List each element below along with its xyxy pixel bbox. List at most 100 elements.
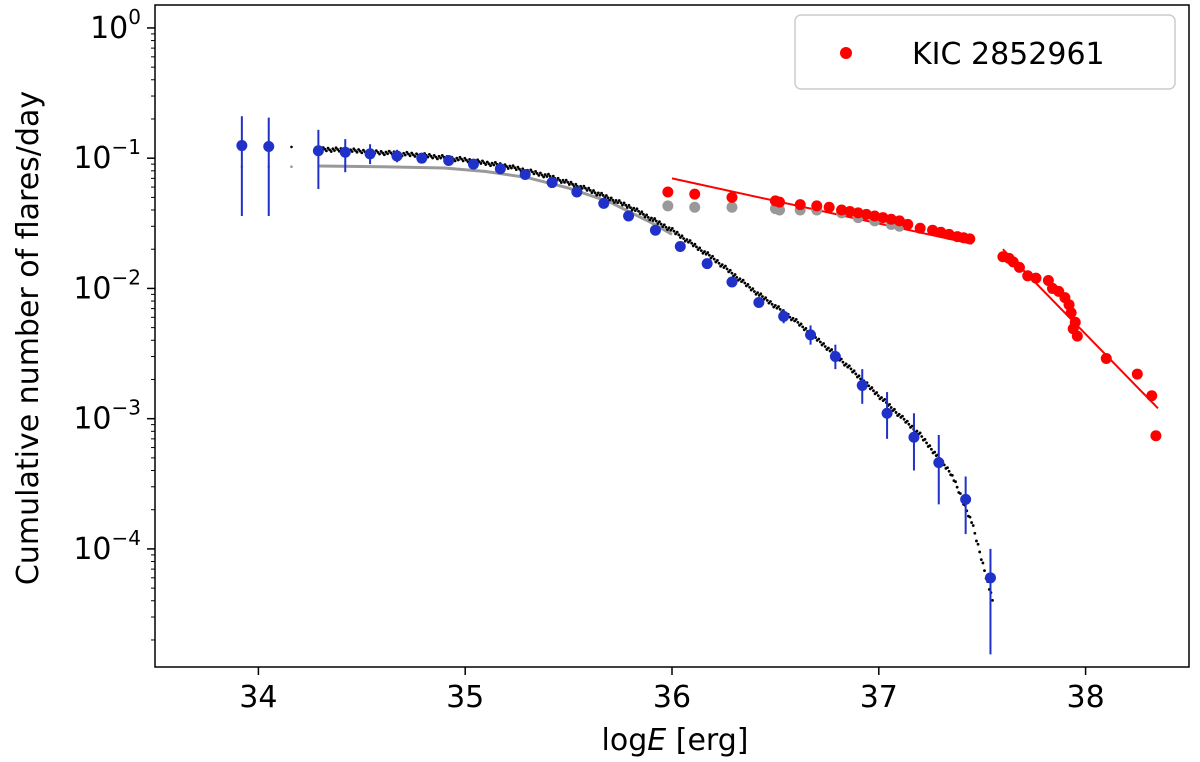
flare-dot <box>675 230 679 234</box>
flare-dot <box>543 173 547 176</box>
flare-dot <box>661 225 665 229</box>
flare-dot <box>773 304 777 307</box>
flare-dot <box>716 259 719 262</box>
flare-dot <box>635 207 639 211</box>
kic-point <box>1071 330 1083 342</box>
kic-gray-point <box>689 201 701 213</box>
flare-dot <box>490 161 494 165</box>
flare-dot <box>290 145 293 149</box>
flare-dot <box>830 348 834 351</box>
flare-dot <box>827 346 830 350</box>
flare-dot <box>901 414 904 418</box>
flare-dot <box>973 531 977 535</box>
kic-point <box>1131 368 1143 380</box>
flare-dot <box>748 285 751 289</box>
flare-dot <box>386 152 389 156</box>
flare-dot <box>698 246 702 250</box>
flare-dot <box>408 154 412 158</box>
flare-dot <box>630 208 634 212</box>
flare-dot <box>646 215 650 219</box>
flare-dot <box>641 212 645 216</box>
blue-point <box>623 210 635 222</box>
flare-dot <box>690 241 694 245</box>
blue-point <box>571 186 583 198</box>
flare-dot <box>928 444 932 448</box>
flare-dot <box>601 193 605 197</box>
flare-dot <box>637 209 640 213</box>
flare-dot <box>654 219 658 223</box>
x-tick-label: 35 <box>446 680 484 715</box>
flare-dot <box>955 485 959 489</box>
flare-dot <box>608 198 611 202</box>
flare-dot <box>918 431 922 435</box>
flare-dot <box>508 164 512 168</box>
flare-dot <box>777 305 780 308</box>
blue-point <box>933 457 945 469</box>
kic-gray-point <box>662 200 674 212</box>
flare-dot <box>669 228 673 232</box>
blue-point <box>312 145 324 157</box>
flare-dot <box>563 181 566 184</box>
flare-dot <box>403 153 407 157</box>
flare-dot <box>822 342 825 345</box>
blue-point <box>546 177 558 189</box>
flare-dot <box>440 154 444 157</box>
flare-dot <box>621 203 624 207</box>
flare-dot <box>659 222 663 226</box>
flare-dot <box>892 407 896 411</box>
flare-dot <box>823 345 827 348</box>
flare-dot <box>839 357 843 361</box>
kic-gray-point <box>774 204 786 216</box>
kic-point <box>1150 430 1162 442</box>
kic-point <box>1022 270 1034 282</box>
flare-dot <box>590 191 594 195</box>
kic-point <box>893 215 905 227</box>
flare-dot <box>598 193 602 197</box>
x-tick-label: 36 <box>653 680 691 715</box>
kic-point <box>902 218 914 230</box>
blue-point <box>364 148 376 160</box>
flare-dot <box>769 300 772 303</box>
flare-dot <box>902 417 906 421</box>
flare-dot <box>567 183 571 186</box>
blue-point <box>960 493 972 505</box>
blue-point <box>494 163 506 175</box>
flare-dot <box>872 389 875 393</box>
flare-dot <box>534 170 537 173</box>
y-tick-label: 10−2 <box>73 265 141 306</box>
flare-dot <box>437 154 441 158</box>
flare-dot <box>648 218 652 222</box>
flare-dot <box>606 196 610 200</box>
flare-dot <box>516 165 520 169</box>
flare-dot <box>513 166 517 170</box>
flare-dot <box>799 322 803 326</box>
flare-dot <box>707 253 711 257</box>
flare-dot <box>730 271 734 275</box>
flare-dot <box>706 251 710 254</box>
x-tick-label: 38 <box>1067 680 1105 715</box>
kic-point <box>726 191 738 203</box>
flare-dot <box>593 191 597 195</box>
flare-dot <box>624 203 628 207</box>
flare-dot <box>427 153 431 156</box>
blue-point <box>467 158 479 170</box>
flare-dot <box>897 412 901 416</box>
flare-dot <box>614 198 618 202</box>
flare-dot <box>670 227 674 230</box>
flare-dot <box>633 209 637 213</box>
flare-dot <box>506 167 510 170</box>
y-tick-label: 10−3 <box>73 396 141 437</box>
flare-dot <box>558 178 562 182</box>
flare-dot <box>530 170 534 174</box>
flare-dot <box>658 220 661 224</box>
flare-dot <box>571 182 574 186</box>
blue-point <box>753 296 765 308</box>
flare-dot <box>664 225 668 229</box>
flare-dot <box>954 480 957 484</box>
flare-dot <box>431 156 435 160</box>
flare-dot <box>532 172 536 176</box>
x-tick-label: 37 <box>860 680 898 715</box>
kic-point <box>774 196 786 208</box>
flare-dot <box>905 419 909 423</box>
